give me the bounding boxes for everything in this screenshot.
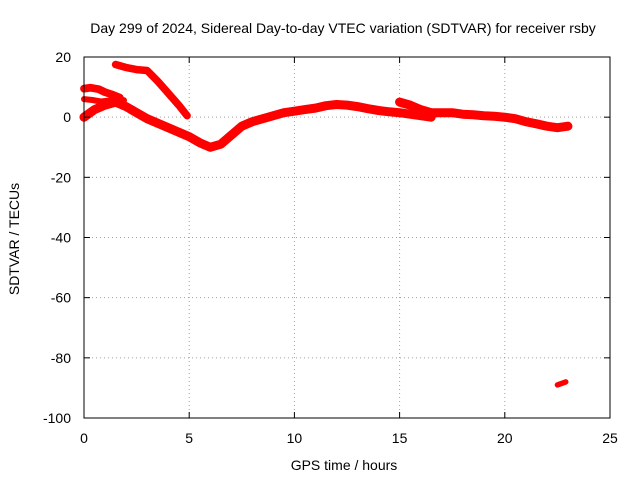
y-tick-label: -40 [51,230,71,246]
y-tick-label: 0 [63,109,71,125]
plot-frame [83,56,611,419]
chart-title: Day 299 of 2024, Sidereal Day-to-day VTE… [90,20,596,36]
y-tick-label: -20 [51,169,71,185]
y-tick-label: -60 [51,290,71,306]
x-tick-label: 0 [80,430,88,446]
x-tick-label: 20 [497,430,513,446]
series-line-4 [111,60,191,120]
x-tick-label: 10 [287,430,303,446]
y-tick-label: 20 [55,49,71,65]
axis-ticks: 0 5 10 15 20 25 -100 -80 -60 -40 -20 0 20 [43,49,618,446]
data-series [79,60,573,388]
y-tick-label: -100 [43,410,71,426]
series-line-5 [395,97,573,133]
y-tick-label: -80 [51,350,71,366]
x-tick-label: 25 [602,430,618,446]
y-axis-label: SDTVAR / TECUs [6,183,22,295]
series-line-6 [554,379,569,388]
x-tick-label: 5 [185,430,193,446]
grid-lines [84,57,610,418]
x-tick-label: 15 [392,430,408,446]
series-line-1 [80,83,124,102]
x-axis-label: GPS time / hours [291,457,398,473]
series-line-3 [79,97,436,152]
